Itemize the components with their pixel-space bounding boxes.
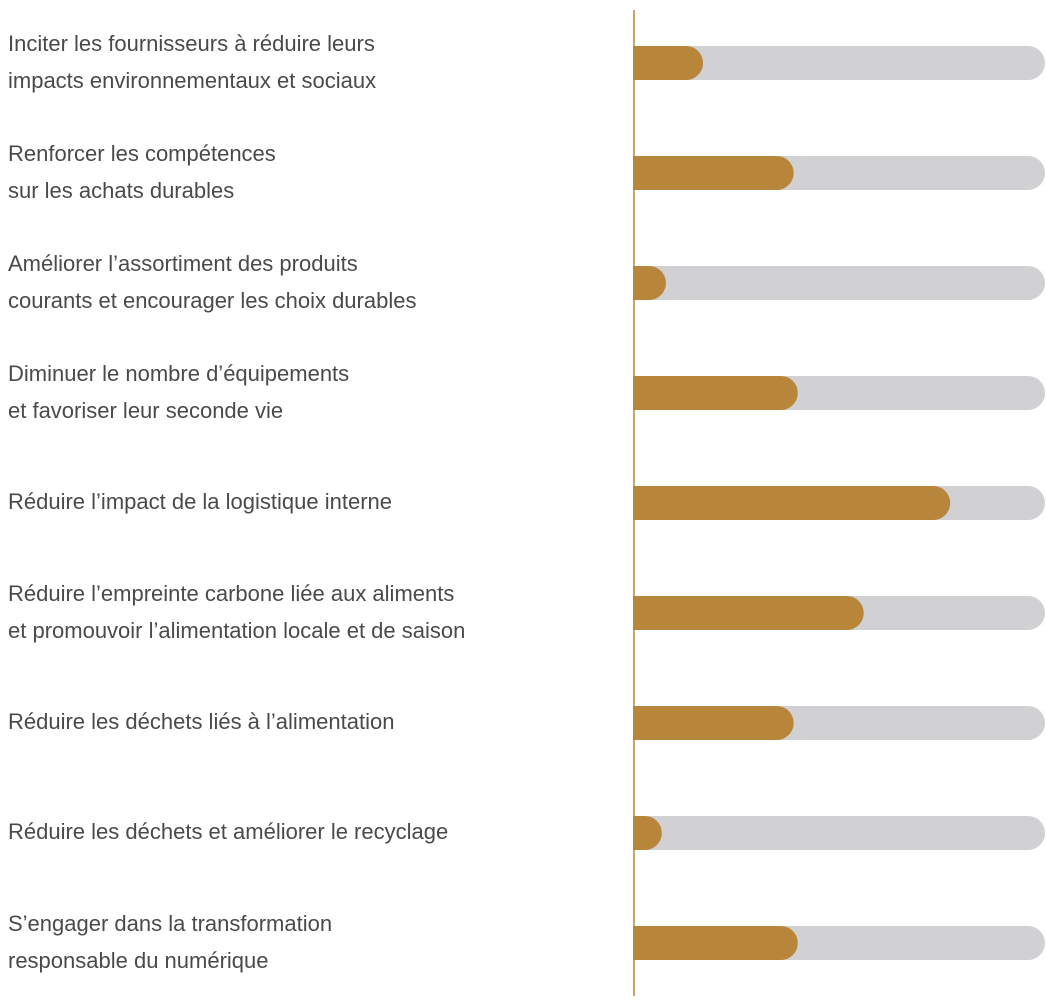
bar bbox=[633, 156, 794, 190]
category-label: S’engager dans la transformation bbox=[8, 911, 332, 936]
bar bbox=[633, 596, 864, 630]
category-label: Réduire l’impact de la logistique intern… bbox=[8, 489, 392, 514]
category-label: sur les achats durables bbox=[8, 178, 234, 203]
bar bbox=[633, 266, 666, 300]
bar bbox=[633, 376, 798, 410]
category-label: et favoriser leur seconde vie bbox=[8, 398, 283, 423]
category-label: Inciter les fournisseurs à réduire leurs bbox=[8, 31, 375, 56]
category-label: Réduire l’empreinte carbone liée aux ali… bbox=[8, 581, 454, 606]
category-label: Améliorer l’assortiment des produits bbox=[8, 251, 358, 276]
bar-track bbox=[633, 266, 1045, 300]
bar bbox=[633, 46, 704, 80]
category-label: responsable du numérique bbox=[8, 948, 269, 973]
bar bbox=[633, 816, 662, 850]
bar bbox=[633, 706, 794, 740]
category-label: courants et encourager les choix durable… bbox=[8, 288, 416, 313]
bar bbox=[633, 926, 798, 960]
category-label: impacts environnementaux et sociaux bbox=[8, 68, 376, 93]
bar-track bbox=[633, 816, 1045, 850]
bar-track bbox=[633, 46, 1045, 80]
category-label: et promouvoir l’alimentation locale et d… bbox=[8, 618, 465, 643]
category-label: Renforcer les compétences bbox=[8, 141, 276, 166]
category-label: Réduire les déchets liés à l’alimentatio… bbox=[8, 709, 394, 734]
category-label: Diminuer le nombre d’équipements bbox=[8, 361, 349, 386]
bar bbox=[633, 486, 951, 520]
category-label: Réduire les déchets et améliorer le recy… bbox=[8, 819, 448, 844]
